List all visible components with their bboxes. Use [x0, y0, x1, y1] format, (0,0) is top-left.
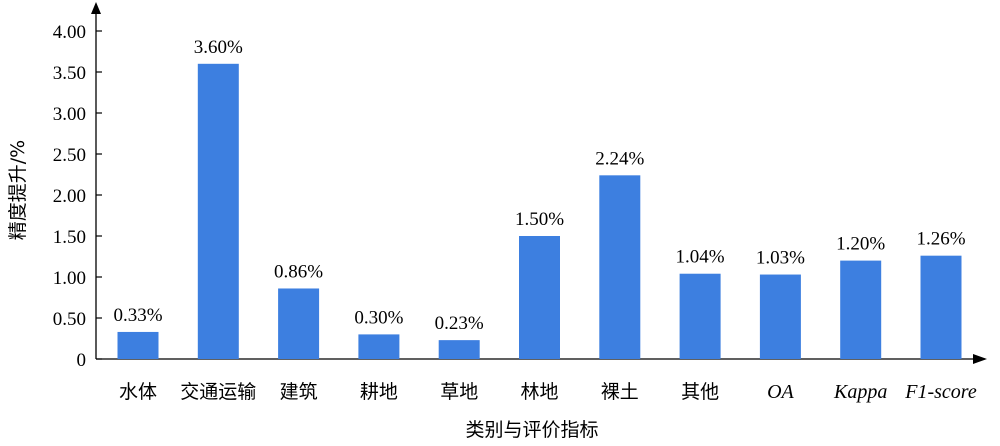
y-tick-label: 1.00: [53, 268, 86, 289]
bar: [599, 175, 641, 359]
category-label: 其他: [681, 381, 719, 403]
data-label: 1.04%: [676, 247, 725, 268]
category-label: 耕地: [360, 381, 398, 403]
data-label: 3.60%: [194, 37, 243, 58]
category-labels-group: 水体 交通运输 建筑 耕地 草地 林地 裸土 其他 OA Kappa F1-score: [119, 381, 977, 403]
bar: [197, 63, 239, 360]
data-label: 0.30%: [354, 307, 403, 328]
bar: [438, 340, 480, 359]
data-label: 1.50%: [515, 209, 564, 230]
bar: [278, 288, 320, 359]
category-label: OA: [767, 381, 794, 403]
data-label: 1.26%: [916, 229, 965, 250]
category-label: 林地: [520, 381, 558, 403]
y-tick-label: 0: [77, 350, 87, 371]
y-tick-label: 1.50: [53, 227, 86, 248]
x-axis-title: 类别与评价指标: [465, 419, 598, 441]
bar: [358, 334, 400, 359]
y-tick-label: 2.00: [53, 186, 86, 207]
bar: [679, 273, 721, 359]
bar: [920, 255, 962, 359]
bars-group: [117, 63, 962, 360]
category-label: 水体: [119, 381, 157, 403]
data-label: 0.86%: [274, 261, 323, 282]
data-labels-group: 0.33% 3.60% 0.86% 0.30% 0.23% 1.50% 2.24% 1.04%…: [113, 37, 965, 334]
category-label: 裸土: [601, 381, 639, 403]
category-label: 交通运输: [180, 381, 256, 403]
bar: [519, 236, 560, 359]
category-label: Kappa: [833, 381, 887, 403]
category-label: F1-score: [904, 381, 977, 403]
category-label: 草地: [440, 381, 478, 403]
y-axis: 0 0.50 1.00 1.50 2.00 2.50 3.00 3.50 4.00: [53, 2, 102, 371]
x-axis-arrow: [973, 354, 987, 364]
y-tick-label: 2.50: [53, 145, 86, 166]
data-label: 1.20%: [836, 234, 885, 255]
y-tick-label: 3.50: [53, 63, 86, 84]
y-axis-arrow: [91, 2, 101, 14]
data-label: 0.23%: [435, 313, 484, 334]
bar: [840, 260, 882, 359]
data-label: 0.33%: [113, 305, 162, 326]
y-tick-label: 0.50: [53, 309, 86, 330]
bar: [759, 274, 801, 359]
y-axis-title: 精度提升/%: [7, 140, 29, 240]
data-label: 1.03%: [756, 248, 805, 269]
data-label: 2.24%: [595, 148, 644, 169]
y-tick-label: 3.00: [53, 104, 86, 125]
bar: [117, 331, 159, 359]
y-tick-label: 4.00: [53, 22, 86, 43]
category-label: 建筑: [280, 381, 318, 403]
